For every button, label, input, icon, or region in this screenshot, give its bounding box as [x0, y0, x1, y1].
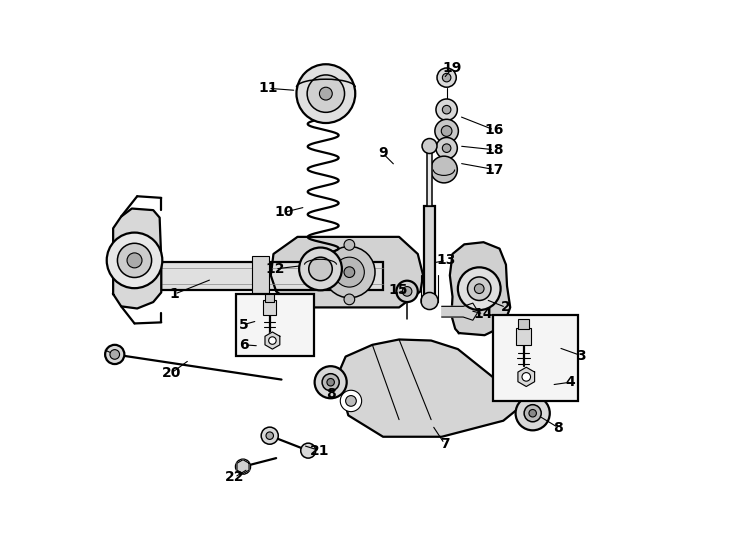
- Circle shape: [529, 409, 537, 417]
- Bar: [427, 152, 432, 206]
- Circle shape: [319, 87, 333, 100]
- Polygon shape: [237, 460, 249, 474]
- Bar: [264, 300, 276, 315]
- Circle shape: [307, 75, 344, 112]
- Circle shape: [322, 374, 339, 391]
- Text: 1: 1: [170, 287, 180, 301]
- Circle shape: [269, 337, 276, 345]
- Circle shape: [327, 379, 335, 386]
- Text: 18: 18: [484, 143, 504, 157]
- Text: 16: 16: [484, 123, 504, 137]
- Bar: [236, 294, 313, 355]
- Circle shape: [443, 73, 451, 82]
- Polygon shape: [450, 242, 510, 335]
- Text: 6: 6: [239, 338, 249, 352]
- Text: 8: 8: [553, 421, 563, 435]
- Circle shape: [436, 138, 457, 159]
- Circle shape: [441, 126, 452, 137]
- Bar: [161, 262, 383, 290]
- Circle shape: [299, 247, 342, 291]
- Circle shape: [335, 257, 364, 287]
- Text: 5: 5: [239, 318, 249, 332]
- Circle shape: [266, 432, 274, 440]
- Circle shape: [315, 366, 346, 399]
- Text: 21: 21: [310, 444, 330, 457]
- Text: 8: 8: [326, 387, 335, 401]
- Text: 14: 14: [473, 307, 493, 321]
- Circle shape: [443, 144, 451, 152]
- Circle shape: [261, 427, 278, 444]
- Bar: [266, 294, 274, 302]
- Text: 9: 9: [378, 146, 388, 160]
- Circle shape: [436, 99, 457, 120]
- Circle shape: [301, 443, 316, 458]
- Text: 17: 17: [484, 163, 504, 177]
- Bar: [493, 315, 578, 401]
- Circle shape: [431, 156, 457, 183]
- Circle shape: [474, 284, 484, 294]
- Polygon shape: [271, 237, 423, 307]
- Text: 19: 19: [443, 61, 462, 75]
- Circle shape: [344, 294, 355, 305]
- Circle shape: [236, 459, 250, 474]
- Circle shape: [435, 119, 459, 143]
- Circle shape: [344, 267, 355, 278]
- Circle shape: [524, 404, 541, 422]
- Text: 11: 11: [258, 82, 278, 95]
- Bar: [516, 328, 531, 345]
- Bar: [518, 319, 529, 329]
- Circle shape: [105, 345, 124, 364]
- Text: 10: 10: [275, 205, 294, 219]
- Text: 4: 4: [565, 375, 575, 389]
- Circle shape: [396, 281, 418, 302]
- Circle shape: [421, 293, 438, 309]
- Circle shape: [309, 257, 333, 281]
- Polygon shape: [113, 208, 161, 308]
- Polygon shape: [518, 367, 534, 387]
- Circle shape: [422, 139, 437, 153]
- Circle shape: [341, 390, 362, 411]
- Circle shape: [468, 277, 491, 300]
- Circle shape: [515, 396, 550, 430]
- Circle shape: [297, 64, 355, 123]
- Polygon shape: [339, 340, 523, 437]
- Circle shape: [324, 246, 375, 298]
- Circle shape: [443, 105, 451, 114]
- Bar: [424, 206, 435, 302]
- Circle shape: [458, 267, 501, 310]
- Circle shape: [346, 396, 356, 406]
- Circle shape: [127, 253, 142, 268]
- Bar: [252, 255, 269, 296]
- Polygon shape: [265, 332, 280, 349]
- Text: 3: 3: [576, 348, 586, 362]
- Text: 20: 20: [162, 366, 181, 380]
- Circle shape: [117, 244, 152, 278]
- Text: 7: 7: [440, 437, 449, 451]
- Text: 12: 12: [265, 262, 285, 276]
- Text: 15: 15: [388, 284, 408, 298]
- Text: 22: 22: [225, 470, 244, 484]
- Text: 13: 13: [437, 253, 456, 267]
- Circle shape: [522, 373, 531, 381]
- Circle shape: [106, 233, 162, 288]
- Circle shape: [402, 287, 412, 296]
- Polygon shape: [442, 303, 478, 320]
- Circle shape: [344, 240, 355, 250]
- Circle shape: [110, 349, 120, 359]
- Circle shape: [437, 68, 457, 87]
- Text: 2: 2: [501, 300, 511, 314]
